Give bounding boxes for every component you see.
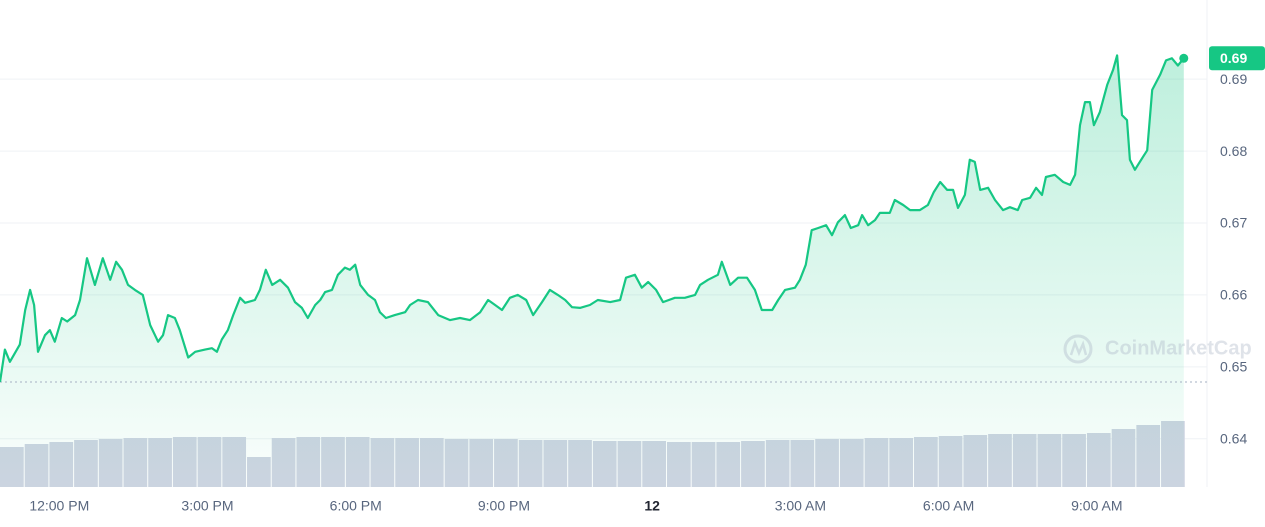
x-tick-label: 3:00 PM (181, 498, 233, 514)
y-tick-label: 0.67 (1220, 215, 1247, 231)
y-tick-label: 0.64 (1220, 431, 1247, 447)
price-badge (1209, 46, 1265, 71)
y-tick-label: 0.69 (1220, 71, 1247, 87)
y-tick-label: 0.66 (1220, 287, 1247, 303)
x-tick-label: 6:00 PM (330, 498, 382, 514)
x-tick-label: 12:00 PM (29, 498, 89, 514)
last-point (1179, 53, 1189, 63)
x-tick-label: 9:00 PM (478, 498, 530, 514)
watermark-text: CoinMarketCap (1105, 337, 1252, 359)
watermark-logo (1063, 334, 1093, 364)
price-badge-label: 0.69 (1220, 50, 1247, 66)
x-tick-label: 3:00 AM (775, 498, 826, 514)
x-tick-label: 6:00 AM (923, 498, 974, 514)
watermark-logo-mark (1069, 339, 1088, 357)
y-tick-label: 0.68 (1220, 143, 1247, 159)
price-area (0, 55, 1184, 488)
watermark: CoinMarketCap (1063, 334, 1252, 364)
y-tick-label: 0.65 (1220, 359, 1247, 375)
price-line (0, 54, 1185, 383)
x-tick-label: 12 (644, 498, 660, 514)
x-tick-label: 9:00 AM (1071, 498, 1122, 514)
